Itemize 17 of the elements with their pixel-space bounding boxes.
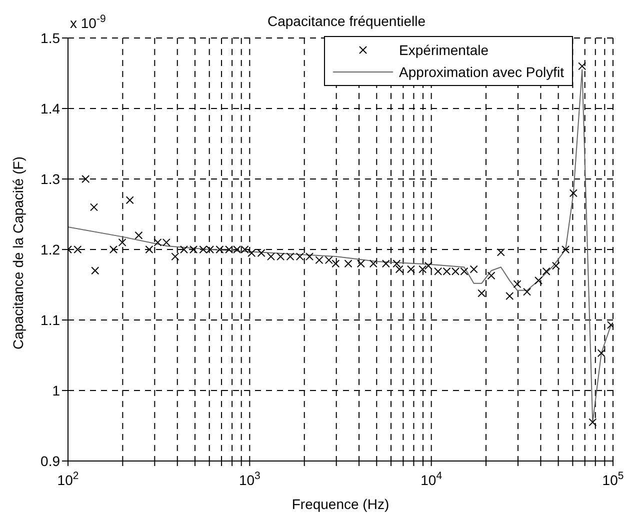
y-tick-label: 0.9	[40, 453, 60, 469]
y-tick-label: 1.4	[40, 100, 60, 116]
y-tick-label: 1	[52, 382, 60, 398]
chart-title: Capacitance fréquentielle	[268, 13, 426, 29]
legend-label: Expérimentale	[399, 42, 489, 58]
text: x 10$^{-9}$	[70, 13, 106, 31]
y-tick-label: 1.5	[40, 30, 60, 46]
y-axis-title: Capacitance de la Capacité (F)	[10, 156, 26, 350]
y-tick-label: 1.3	[40, 171, 60, 187]
x-tick-label: 10$^{3}$	[238, 470, 261, 488]
y-tick-label: 1.1	[40, 312, 60, 328]
x-axis-title: Frequence (Hz)	[292, 496, 390, 512]
x-tick-label: 10$^{2}$	[57, 470, 79, 488]
legend-label: Approximation avec Polyfit	[399, 64, 564, 80]
y-tick-label: 1.2	[40, 242, 60, 258]
x-tick-label: 10$^{4}$	[420, 470, 442, 488]
x-tick-label: 10$^{5}$	[602, 470, 624, 488]
